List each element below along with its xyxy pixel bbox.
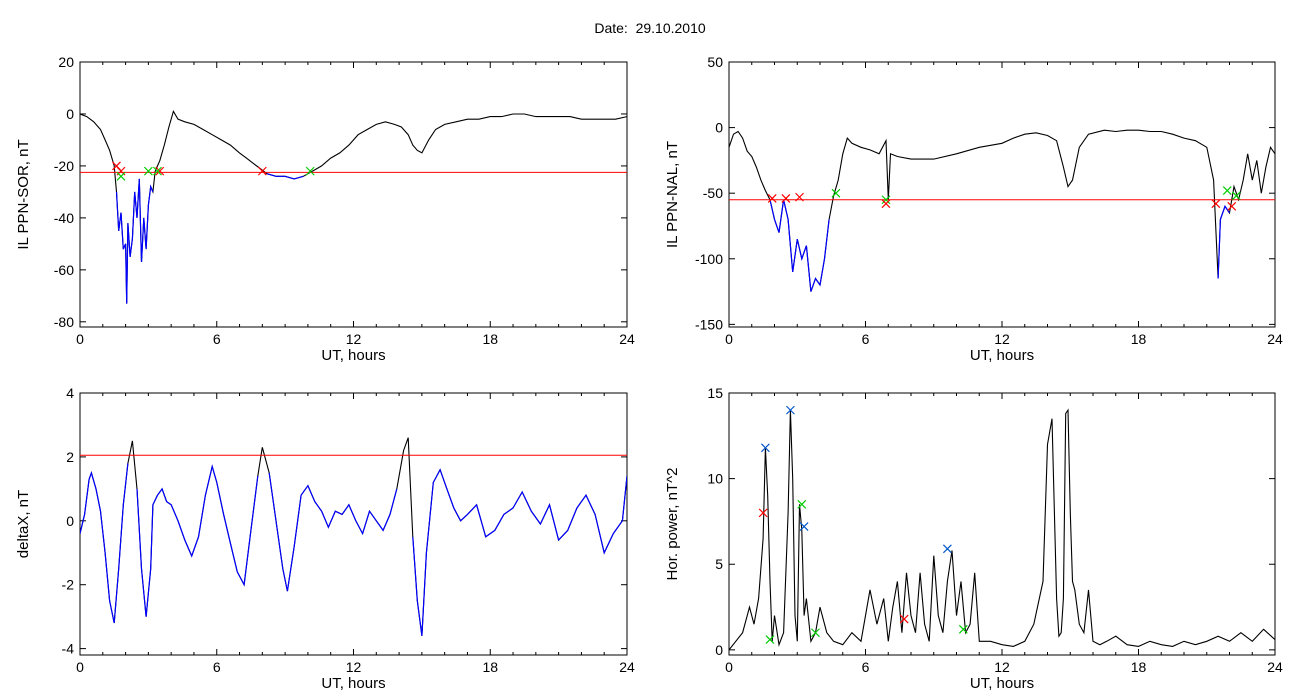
y-tick-label: 50 xyxy=(707,54,723,70)
y-tick-label: 0 xyxy=(66,106,74,122)
y-axis-label: IL PPN-NAL, nT xyxy=(664,141,681,248)
x-tick-label: 12 xyxy=(346,659,362,675)
marker-end xyxy=(1231,191,1241,201)
below-threshold-segment xyxy=(1217,204,1230,279)
y-tick-label: -4 xyxy=(62,641,75,657)
marker-end xyxy=(116,171,126,181)
x-tick-label: 6 xyxy=(862,331,870,347)
page-title: Date: 29.10.2010 xyxy=(0,20,1300,36)
marker-start xyxy=(758,508,768,518)
marker-end xyxy=(831,188,841,198)
x-tick-label: 0 xyxy=(725,331,733,347)
x-tick-label: 0 xyxy=(725,659,733,675)
panel-hor-power: 0 6 12 18 24 15 10 5 0 UT, hours Hor. power, nT^2 xyxy=(664,385,1283,692)
below-threshold-segment xyxy=(266,173,304,180)
series-line xyxy=(729,129,1275,292)
y-tick-label: 4 xyxy=(66,385,74,401)
marker-end xyxy=(765,635,775,645)
marker-start xyxy=(1211,199,1221,209)
x-tick-label: 12 xyxy=(994,659,1010,675)
marker-end xyxy=(153,166,162,176)
x-tick-label: 24 xyxy=(1267,659,1283,675)
y-tick-label: -40 xyxy=(54,210,74,226)
y-axis-label: deltaX, nT xyxy=(15,490,32,558)
panel-il-ppn-nal: 0 6 12 18 24 50 0 -50 -100 -150 UT, hours IL PPN-NA… xyxy=(664,54,1283,364)
y-tick-label: 15 xyxy=(707,385,723,401)
x-tick-label: 0 xyxy=(76,659,84,675)
below-threshold-segment xyxy=(268,472,398,592)
below-threshold-segment xyxy=(769,199,830,292)
x-axis-label: UT, hours xyxy=(321,675,385,692)
x-tick-label: 18 xyxy=(482,331,498,347)
plot-frame xyxy=(79,61,628,328)
x-axis-label: UT, hours xyxy=(321,347,385,364)
below-threshold-segment xyxy=(80,463,129,624)
plot-frame xyxy=(79,392,628,656)
below-threshold-segment xyxy=(115,178,154,304)
marker-end xyxy=(305,166,315,176)
y-tick-label: 2 xyxy=(66,449,74,465)
marker-start xyxy=(781,194,791,203)
below-threshold-segment xyxy=(412,468,627,636)
marker-end xyxy=(811,628,820,638)
marker-end xyxy=(1222,186,1232,195)
x-tick-label: 6 xyxy=(213,331,221,347)
marker-start xyxy=(1227,201,1237,211)
marker-start xyxy=(899,614,909,624)
y-tick-label: 5 xyxy=(715,556,723,572)
x-tick-label: 18 xyxy=(1131,331,1147,347)
title-date: 29.10.2010 xyxy=(635,20,706,36)
y-tick-label: -60 xyxy=(54,262,74,278)
x-tick-label: 6 xyxy=(213,659,221,675)
x-tick-label: 18 xyxy=(482,659,498,675)
marker-end xyxy=(958,624,968,634)
title-label: Date: xyxy=(594,20,628,36)
x-tick-label: 12 xyxy=(994,331,1010,347)
x-tick-label: 6 xyxy=(862,659,870,675)
marker-peak xyxy=(786,405,795,415)
marker-start xyxy=(881,199,891,209)
below-threshold-segment xyxy=(136,464,259,617)
marker-end xyxy=(143,166,153,176)
marker-start xyxy=(767,194,777,203)
marker-end xyxy=(797,499,807,509)
y-tick-label: -150 xyxy=(695,316,723,332)
x-tick-label: 18 xyxy=(1131,659,1147,675)
series-line xyxy=(80,110,627,304)
marker-start xyxy=(257,166,267,176)
y-tick-label: 0 xyxy=(715,642,723,658)
panel-deltax: 0 6 12 18 24 4 2 0 -2 -4 UT, hours deltaX, nT xyxy=(15,385,635,692)
x-tick-label: 24 xyxy=(1267,331,1283,347)
series-line xyxy=(80,437,627,636)
marker-peak xyxy=(942,544,952,554)
x-tick-label: 24 xyxy=(619,659,635,675)
series-line xyxy=(729,408,1275,651)
marker-peak xyxy=(760,443,770,453)
x-axis-label: UT, hours xyxy=(970,347,1034,364)
marker-start xyxy=(155,166,165,176)
x-axis-label: UT, hours xyxy=(970,675,1034,692)
y-tick-label: 0 xyxy=(715,120,723,136)
y-axis-label: IL PPN-SOR, nT xyxy=(15,139,32,249)
y-tick-label: -80 xyxy=(54,314,74,330)
y-axis-label: Hor. power, nT^2 xyxy=(664,468,681,581)
y-tick-label: -100 xyxy=(695,251,723,267)
plot-frame xyxy=(728,392,1276,656)
y-tick-label: -50 xyxy=(703,185,723,201)
y-tick-label: -20 xyxy=(54,158,74,174)
x-tick-label: 12 xyxy=(346,331,362,347)
marker-peak xyxy=(799,522,809,531)
x-tick-label: 0 xyxy=(76,331,84,347)
panel-il-ppn-sor: 0 6 12 18 24 20 0 -20 -40 -60 -80 UT, hours IL PPN-S… xyxy=(15,54,635,364)
y-tick-label: 0 xyxy=(66,513,74,529)
y-tick-label: 10 xyxy=(707,471,723,487)
marker-end xyxy=(881,195,891,205)
marker-start xyxy=(795,192,804,202)
y-tick-label: -2 xyxy=(62,577,75,593)
x-tick-label: 24 xyxy=(619,331,635,347)
y-tick-label: 20 xyxy=(58,54,74,70)
